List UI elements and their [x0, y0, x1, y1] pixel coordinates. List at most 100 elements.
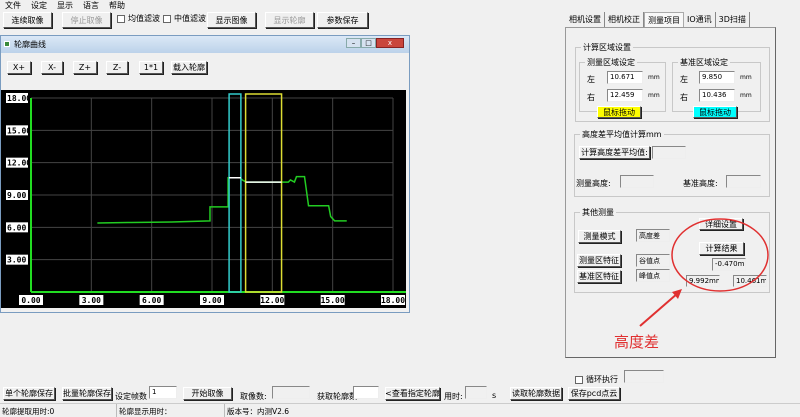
menu-language[interactable]: 语言	[83, 1, 99, 10]
show-image-button[interactable]: 显示图像	[207, 12, 256, 28]
status-bar: 轮廓提取用时:0 轮廓显示用时： 版本号：内测V2.6	[0, 403, 800, 417]
time-output	[465, 386, 487, 399]
measure-area-group: 测量区域设定 左 10.671 mm 右 12.459 mm	[579, 57, 666, 112]
menu-help[interactable]: 帮助	[109, 1, 125, 10]
calc-result-button[interactable]: 计算结果	[699, 242, 744, 255]
status-extract-time: 轮廓提取用时:0	[0, 404, 117, 417]
x-tick-bg	[79, 295, 104, 305]
window-app-icon	[4, 41, 10, 47]
time-label: 用时:	[444, 392, 463, 401]
base-right-input[interactable]: 10.436	[699, 89, 735, 102]
tab-camera-settings[interactable]: 相机设置	[566, 12, 605, 27]
avg-group: 高度差平均值计算mm 计算高度差平均值: 测量高度: 基准高度:	[574, 129, 770, 197]
tab-io[interactable]: IO通讯	[684, 12, 716, 27]
median-filter-checkbox[interactable]: 中值滤波	[163, 13, 206, 24]
menu-file[interactable]: 文件	[5, 1, 21, 10]
maximize-button[interactable]: □	[361, 38, 376, 48]
save-pcd-button[interactable]: 保存pcd点云	[568, 387, 620, 400]
x-tick-bg	[260, 295, 285, 305]
other-measure-group: 其他测量 测量模式 高度差 详细设置 计算结果 -0.470mm 测量区特征 谷…	[574, 207, 770, 293]
median-filter-label: 中值滤波	[174, 14, 206, 23]
base-left-input[interactable]: 9.850	[699, 71, 735, 84]
single-save-button[interactable]: 单个轮廓保存	[3, 387, 55, 400]
read-profile-button[interactable]: 读取轮廓数据	[510, 387, 562, 400]
continuous-capture-button[interactable]: 连续取像	[3, 12, 52, 28]
y-tick-label: 6.00	[7, 223, 26, 232]
window-titlebar[interactable]: 轮廓曲线 – □ x	[1, 36, 409, 53]
x-tick-bg	[200, 295, 224, 305]
view-profile-button[interactable]: <查看指定轮廓	[385, 387, 440, 400]
x-tick-bg	[19, 295, 43, 305]
batch-save-button[interactable]: 批量轮廓保存	[62, 387, 112, 400]
base-area-group: 基准区域设定 左 9.850 mm 右 10.436 mm	[672, 57, 761, 112]
y-tick-bg	[6, 254, 28, 265]
measure-region-box	[244, 93, 283, 293]
x-tick-bg	[381, 295, 405, 305]
start-capture-button[interactable]: 开始取像	[183, 387, 232, 400]
y-tick-bg	[6, 157, 28, 168]
measure-area-title: 测量区域设定	[585, 57, 637, 68]
z-plus-button[interactable]: Z+	[73, 61, 97, 74]
y-tick-label: 3.00	[7, 256, 26, 265]
x-tick-label: 3.00	[82, 296, 101, 305]
menu-bar: 文件 设定 显示 语言 帮助	[5, 0, 135, 11]
loop-checkbox[interactable]: 循环执行	[575, 374, 618, 385]
measure-mode-button[interactable]: 测量模式	[578, 230, 621, 243]
loop-field[interactable]	[624, 370, 664, 383]
y-tick-label: 12.00	[7, 159, 31, 168]
get-count-input[interactable]	[353, 386, 379, 399]
save-params-button[interactable]: 参数保存	[317, 12, 368, 28]
one-to-one-button[interactable]: 1*1	[139, 61, 163, 74]
annotation-text: 高度差	[614, 333, 660, 351]
tab-measure-items[interactable]: 测量项目	[644, 12, 684, 27]
profile-window: 轮廓曲线 – □ x X+ X- Z+ Z- 1*1 载入轮廓 0.00 3.00…	[0, 35, 410, 313]
minimize-button[interactable]: –	[346, 38, 361, 48]
menu-settings[interactable]: 设定	[31, 1, 47, 10]
measure-right-input[interactable]: 12.459	[607, 89, 643, 102]
seconds-label: s	[492, 391, 497, 400]
status-version: 版本号：内测V2.6	[227, 407, 290, 416]
menu-display[interactable]: 显示	[57, 1, 73, 10]
tab-content	[565, 27, 776, 358]
frames-input[interactable]: 1	[149, 386, 177, 399]
measure-drag-button[interactable]: 鼠标拖动	[597, 106, 641, 118]
close-button[interactable]: x	[376, 38, 404, 48]
y-tick-label: 9.00	[7, 191, 26, 200]
checkbox-icon	[575, 375, 583, 384]
show-profile-button[interactable]: 显示轮廓	[265, 12, 314, 28]
settings-tabs: 相机设置 相机校正 测量项目 IO通讯 3D扫描	[566, 12, 750, 27]
right-label: 右	[680, 93, 688, 102]
calc-avg-button[interactable]: 计算高度差平均值:	[579, 146, 650, 159]
profile-chart[interactable]: 0.00 3.00 6.00 9.00 12.00 15.00 18.00 3.00 6.00 9…	[1, 90, 406, 308]
x-plus-button[interactable]: X+	[7, 61, 31, 74]
measure-height-label: 测量高度:	[576, 179, 611, 188]
x-minus-button[interactable]: X-	[41, 61, 63, 74]
x-tick-label: 9.00	[202, 296, 221, 305]
base-drag-button[interactable]: 鼠标拖动	[693, 106, 737, 118]
arrow-head-icon	[672, 289, 682, 299]
annotation-ellipse	[671, 218, 769, 292]
measure-left-input[interactable]: 10.671	[607, 71, 643, 84]
measure-feature-button[interactable]: 测量区特征	[577, 254, 621, 267]
measure-height-output	[620, 175, 654, 188]
other-title: 其他测量	[580, 207, 616, 218]
checkbox-icon	[163, 14, 171, 23]
stop-capture-button[interactable]: 停止取像	[62, 12, 111, 28]
left-label: 左	[680, 75, 688, 84]
x-tick-label: 12.00	[260, 296, 284, 305]
x-tick-label: 18.00	[381, 296, 405, 305]
tab-camera-calibration[interactable]: 相机校正	[605, 12, 644, 27]
z-minus-button[interactable]: Z-	[106, 61, 128, 74]
status-display-time: 轮廓显示用时：	[117, 404, 225, 417]
measure-feature-value: 谷值点	[636, 254, 670, 267]
mean-filter-checkbox[interactable]: 均值滤波	[117, 13, 160, 24]
loop-label: 循环执行	[586, 375, 618, 384]
result-value: -0.470mm	[712, 258, 746, 271]
load-profile-button[interactable]: 载入轮廓	[171, 61, 207, 74]
avg-output	[652, 146, 686, 159]
x-tick-bg	[139, 295, 164, 305]
avg-title: 高度差平均值计算mm	[580, 129, 664, 140]
base-feature-button[interactable]: 基准区特征	[577, 270, 621, 283]
tab-3d-scan[interactable]: 3D扫描	[716, 12, 750, 27]
annotation-overlay	[639, 218, 769, 327]
